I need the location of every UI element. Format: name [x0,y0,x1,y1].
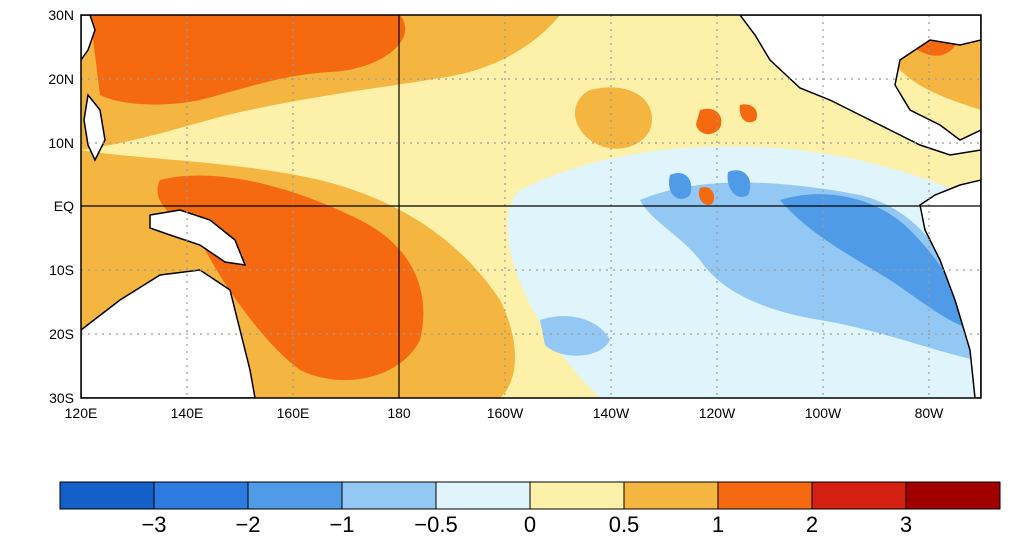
lat-label: 20S [49,326,74,342]
lon-label: 140W [593,405,630,421]
color-legend [59,481,1001,510]
anomaly-region-cold-spot2 [727,170,751,198]
gridlines [81,15,981,398]
legend-swatch [59,481,155,510]
lat-label: 30S [49,390,74,406]
lon-label: 100W [805,405,842,421]
color-legend-labels: −3 −2 −1 −0.5 0 0.5 1 2 3 [141,512,912,537]
land-asia [81,15,96,62]
lat-label: 10N [48,135,74,151]
map-frame [80,14,982,399]
land-south-america [919,179,981,398]
lon-label: 160W [487,405,524,421]
legend-label: 0 [524,512,536,537]
lat-label: 20N [48,71,74,87]
legend-swatch [247,481,343,510]
legend-swatch [341,481,437,510]
legend-label: −1 [329,512,354,537]
lon-label: 120W [699,405,736,421]
legend-swatch [717,481,813,510]
latitude-axis: 30N 20N 10N EQ 10S 20S 30S [48,7,74,406]
anomaly-region-hot-west [157,175,424,380]
legend-swatch [623,481,719,510]
legend-label: 0.5 [609,512,640,537]
legend-swatch [529,481,625,510]
lon-label: 120E [65,405,98,421]
lat-label: 30N [48,7,74,23]
anomaly-region-hot-north [90,15,406,105]
lat-label: EQ [54,198,74,214]
anomaly-region-cool-south [540,316,610,356]
anomaly-region-cold-spot1 [669,172,692,199]
legend-swatch [153,481,249,510]
anomaly-region-hot-ne2 [739,104,758,123]
legend-label: −3 [141,512,166,537]
anomaly-region-warm-ne [575,87,652,149]
lon-label: 160E [277,405,310,421]
legend-label: −2 [235,512,260,537]
land-australia [81,269,256,398]
lon-label: 140E [171,405,204,421]
land-new-guinea [149,209,247,266]
lat-label: 10S [49,262,74,278]
anomaly-region-hot-ne1 [696,108,722,135]
legend-swatch [905,481,1001,510]
land-philippines [83,93,106,162]
legend-label: 2 [806,512,818,537]
legend-label: 3 [900,512,912,537]
legend-swatch [811,481,907,510]
anomaly-region-hot-equator [698,187,715,205]
land-masses [81,15,981,398]
land-north-america [739,15,981,156]
anomaly-region-cold-east [780,194,975,330]
longitude-axis: 120E 140E 160E 180 160W 140W 120W 100W 8… [65,405,945,421]
lon-label: 80W [915,405,945,421]
legend-label: −0.5 [414,512,457,537]
legend-swatch [435,481,531,510]
lon-label: 180 [387,405,411,421]
legend-label: 1 [712,512,724,537]
